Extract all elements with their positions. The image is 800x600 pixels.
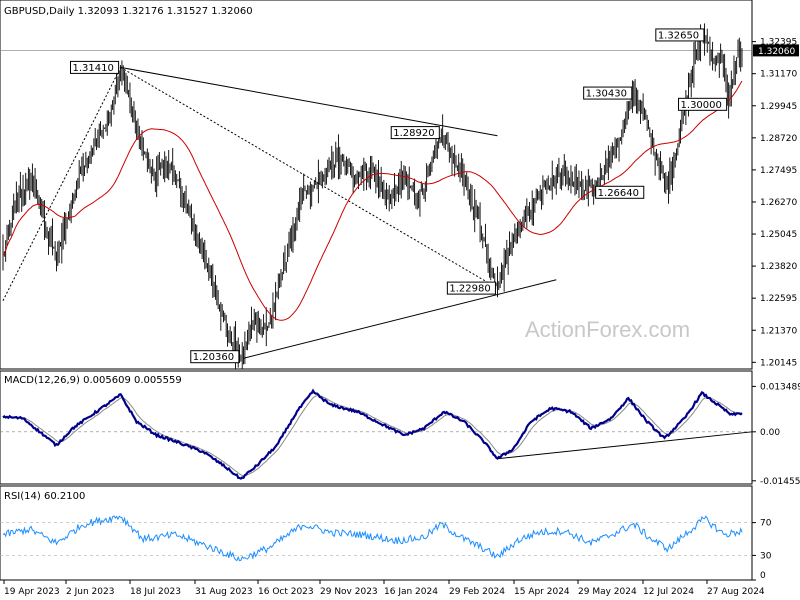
price-annotations: 1.31410 1.28920 1.20360 1.22980 1.30430 1.266…: [69, 28, 728, 364]
time-tick-label: 18 Jul 2023: [130, 587, 181, 597]
price-tick-label: 1.22595: [760, 294, 797, 304]
price-tick-label: 1.25045: [760, 230, 797, 240]
macd-axis: 0.013489 0.00 -0.014554: [752, 382, 800, 487]
time-tick-label: 19 Apr 2023: [4, 587, 60, 597]
annotation-box: [595, 185, 645, 199]
annotation: 1.26640: [595, 185, 645, 199]
time-tick-label: 27 Aug 2024: [707, 587, 765, 597]
dashed-trendline: [120, 66, 498, 289]
annotation-box: [678, 97, 728, 111]
macd-signal-line: [2, 394, 743, 477]
annotation-label: 1.30000: [681, 100, 722, 111]
rsi-tick-label: 70: [760, 519, 772, 529]
annotation-label: 1.26640: [598, 188, 639, 199]
time-tick-label: 16 Jan 2024: [384, 587, 438, 597]
annotation-box: [69, 60, 120, 74]
time-tick-label: 31 Aug 2023: [195, 587, 253, 597]
price-tick-label: 1.31170: [760, 70, 797, 80]
annotation-box: [190, 350, 240, 364]
annotation: 1.30430: [583, 86, 633, 100]
macd-label: MACD(12,26,9) 0.005609 0.005559: [4, 375, 182, 386]
price-tick-label: 1.26270: [760, 198, 797, 208]
time-tick-label: 16 Oct 2023: [258, 587, 314, 597]
time-tick-label: 15 Apr 2024: [514, 587, 570, 597]
trendline: [243, 279, 557, 359]
price-tick-label: 1.20145: [760, 358, 797, 368]
annotation: 1.22980: [446, 281, 496, 295]
time-tick-label: 12 Jul 2024: [643, 587, 694, 597]
time-tick-label: 2 Jun 2023: [66, 587, 114, 597]
macd-tick-label: -0.014554: [760, 477, 800, 487]
moving-average-line: [2, 80, 743, 321]
price-tick-label: 1.23820: [760, 262, 797, 272]
rsi-panel-frame: [0, 485, 753, 581]
rsi-tick-label: 30: [760, 551, 772, 561]
time-tick-label: 29 Nov 2023: [320, 587, 378, 597]
annotation-box: [583, 86, 633, 100]
price-tick-label: 1.21370: [760, 326, 797, 336]
annotation-label: 1.30430: [586, 89, 627, 100]
macd-trendline: [497, 431, 753, 460]
time-axis: 19 Apr 2023 2 Jun 2023 18 Jul 2023 31 Aug 2…: [3, 580, 765, 597]
rsi-label: RSI(14) 60.2100: [4, 491, 85, 502]
macd-tick-label: 0.013489: [760, 382, 800, 392]
current-price-label: 1.32060: [758, 47, 795, 57]
macd-line: [2, 388, 743, 480]
annotation: 1.32650: [655, 28, 705, 42]
chart-header: GBPUSD,Daily 1.32093 1.32176 1.31527 1.3…: [4, 6, 253, 17]
dashed-trendline: [2, 67, 122, 301]
price-tick-label: 1.28720: [760, 134, 797, 144]
time-tick-label: 29 May 2024: [578, 587, 637, 597]
rsi-tick-label: 0: [760, 571, 766, 581]
time-tick-label: 29 Feb 2024: [449, 587, 505, 597]
price-axis: 1.32395 1.31170 1.29945 1.28720 1.27495 1.262…: [752, 38, 797, 368]
annotation-label: 1.20360: [193, 352, 234, 363]
rsi-axis: 70 30 0: [0, 519, 772, 581]
price-tick-label: 1.27495: [760, 166, 797, 176]
macd-tick-label: 0.00: [760, 428, 780, 438]
trendline: [120, 66, 498, 137]
rsi-panel: RSI(14) 60.2100 70 30 0: [0, 485, 772, 581]
annotation-label: 1.32650: [658, 30, 699, 41]
price-tick-label: 1.29945: [760, 102, 797, 112]
annotation-box: [446, 281, 496, 295]
rsi-line: [2, 515, 743, 562]
price-trendlines: [2, 66, 557, 359]
price-tick-label: 1.32395: [760, 38, 797, 48]
annotation-label: 1.28920: [393, 128, 434, 139]
current-price-box: [753, 44, 799, 57]
macd-panel-frame: [0, 370, 753, 485]
annotation: 1.28920: [390, 126, 440, 140]
annotation: 1.20360: [190, 350, 240, 364]
annotation-box: [390, 126, 440, 140]
annotation-box: [655, 28, 705, 42]
watermark: ActionForex.com: [525, 317, 690, 342]
annotation: 1.31410: [69, 60, 120, 74]
macd-panel: MACD(12,26,9) 0.005609 0.005559 0.013489…: [0, 370, 800, 487]
annotation-label: 1.31410: [72, 63, 113, 74]
annotation-label: 1.22980: [449, 284, 490, 295]
annotation: 1.30000: [678, 97, 728, 111]
price-panel: GBPUSD,Daily 1.32093 1.32176 1.31527 1.3…: [0, 0, 799, 370]
